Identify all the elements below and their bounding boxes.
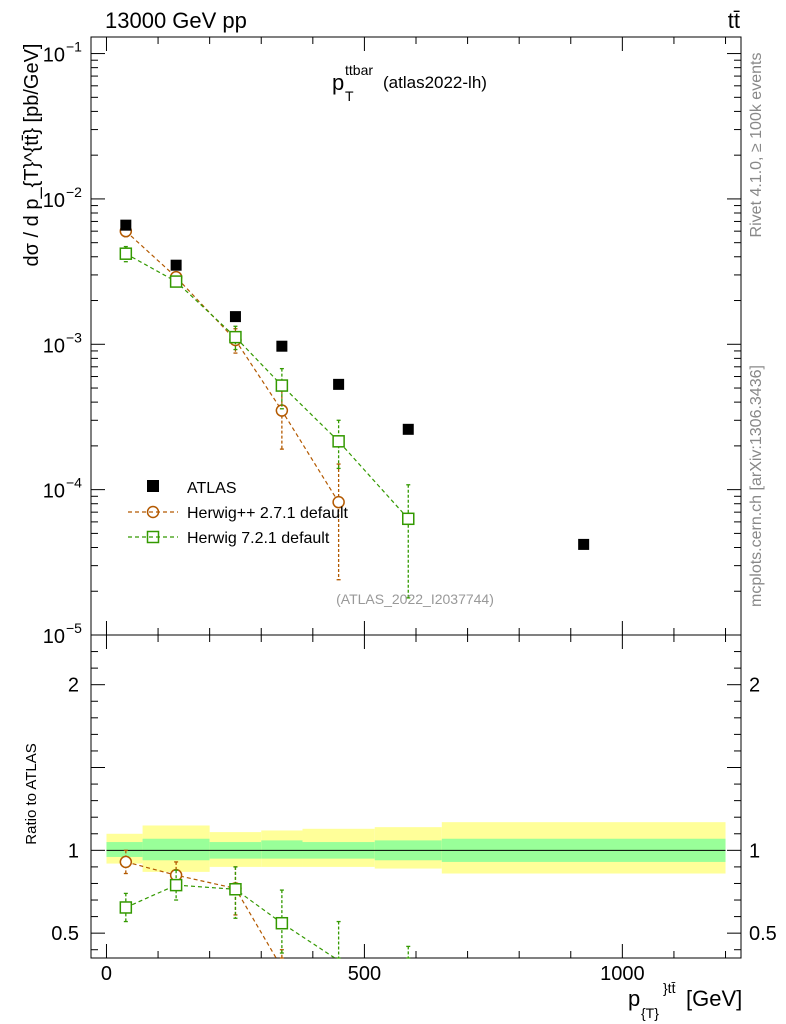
ratio-panel: 2 2 1 1 0.5 0.5 0 500 1000 (51, 634, 777, 985)
plot-title-superscript: ttbar (345, 62, 373, 78)
xlabel: p {T} }tt̄ [GeV] (628, 980, 742, 1021)
xlabel-superscript: }tt̄ (663, 980, 676, 996)
main-ytick-label: 10 −2 (43, 184, 82, 212)
ratio-ytick-label-left: 1 (68, 840, 79, 862)
ratio-ylabel: Ratio to ATLAS (23, 743, 40, 844)
plot-title-tag: (atlas2022-lh) (383, 73, 487, 92)
ratio-data-point (119, 855, 133, 869)
main-data-point (402, 512, 415, 526)
atlas-data-point (229, 311, 241, 323)
ratio-frame (90, 634, 742, 959)
legend-herwig7-marker (146, 530, 160, 544)
main-ytick-base: 10 (43, 335, 65, 357)
main-ytick-exponent: −1 (66, 39, 82, 55)
ratio-ytick-label-right: 1 (749, 840, 760, 862)
header-collision-label: 13000 GeV pp (105, 8, 247, 33)
main-panel: 10−110−210−310−410−5 (43, 36, 742, 648)
plot-title-main: p (332, 70, 344, 95)
legend-herwig7-label: Herwig 7.2.1 default (187, 530, 330, 547)
main-series-line (125, 253, 409, 520)
main-ytick-label: 10 −1 (43, 39, 82, 67)
legend: ATLAS Herwig++ 2.7.1 default Herwig 7.2.… (128, 480, 349, 547)
plot-title: p (332, 70, 344, 95)
xlabel-unit: [GeV] (686, 986, 742, 1011)
ratio-ytick-label-right: 0.5 (749, 923, 777, 945)
main-data-point (169, 275, 183, 288)
main-data-point (332, 435, 345, 448)
mcplots-credit-label: mcplots.cern.ch [arXiv:1306.3436] (748, 365, 765, 607)
x-tick-label: 1000 (600, 963, 645, 985)
rivet-version-label: Rivet 4.1.0, ≥ 100k events (748, 53, 765, 238)
atlas-data-point (402, 423, 414, 435)
xlabel-subscript: {T} (641, 1005, 659, 1021)
atlas-data-point (170, 259, 182, 271)
main-ytick-base: 10 (43, 626, 65, 648)
main-data-point (119, 247, 133, 260)
atlas-data-point (276, 340, 288, 352)
main-ytick-base: 10 (43, 481, 65, 503)
main-data-point (275, 379, 289, 392)
ratio-band-inner (261, 840, 303, 859)
ratio-series-line (125, 884, 336, 958)
xlabel-base: p (628, 986, 640, 1011)
ratio-ytick-label-left: 2 (68, 675, 79, 697)
ratio-series-line (125, 861, 277, 958)
main-ytick-base: 10 (43, 190, 65, 212)
x-tick-label: 0 (101, 963, 112, 985)
x-tick-label: 500 (348, 963, 381, 985)
main-data-point (275, 404, 289, 417)
legend-herwigpp-marker (146, 505, 160, 519)
main-ytick-exponent: −3 (66, 329, 82, 345)
atlas-data-point (333, 378, 345, 390)
main-ytick-exponent: −4 (66, 475, 82, 491)
ratio-band-inner (106, 842, 143, 857)
ratio-ytick-label-left: 0.5 (51, 923, 79, 945)
main-ytick-label: 10 −4 (43, 475, 82, 503)
atlas-data-point (578, 538, 590, 550)
main-ytick-base: 10 (43, 45, 65, 67)
main-ytick-exponent: −2 (66, 184, 82, 200)
header-process-label: tt̄ (728, 8, 740, 33)
main-ytick-label: 10 −3 (43, 329, 82, 357)
main-ylabel: dσ / d p_{T}^{tt̄} [pb/GeV] (21, 44, 43, 267)
main-data-point (332, 495, 345, 509)
analysis-watermark: (ATLAS_2022_I2037744) (336, 591, 494, 607)
ratio-data-point (169, 878, 183, 892)
main-ytick-label: 10 −5 (43, 620, 82, 648)
ratio-data-point (275, 916, 289, 930)
legend-herwigpp-label: Herwig++ 2.7.1 default (187, 505, 349, 522)
atlas-data-point (120, 219, 132, 231)
ratio-data-point (229, 883, 242, 896)
ratio-data-point (119, 901, 133, 914)
ratio-ytick-label-right: 2 (749, 675, 760, 697)
main-data-point (229, 330, 242, 344)
main-ytick-exponent: −5 (66, 620, 82, 636)
plot-title-subscript: T (345, 88, 354, 104)
legend-atlas-marker (147, 480, 159, 492)
legend-atlas-label: ATLAS (187, 480, 237, 497)
ratio-band-inner (142, 838, 210, 861)
